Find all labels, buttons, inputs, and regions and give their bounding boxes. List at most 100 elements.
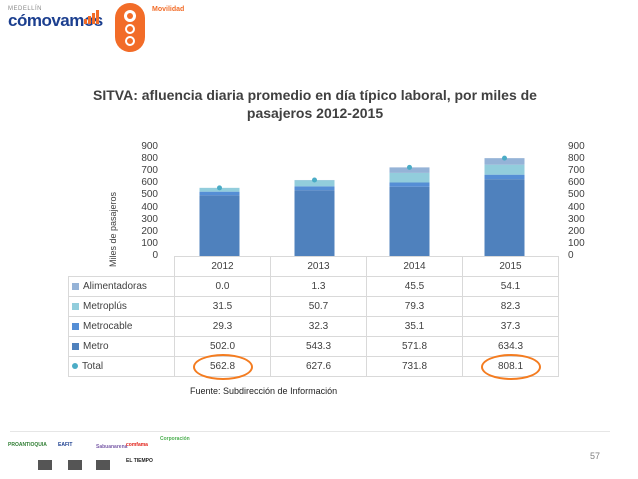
sponsor-logo: Sabuanarena: [96, 444, 128, 450]
x-axis-category-label: 2014: [366, 256, 463, 277]
y-tick-label-left: 600: [141, 177, 158, 189]
bar-segment-metropls-2014: [389, 172, 430, 183]
legend-entry: Metroplús: [68, 296, 175, 317]
legend-entry: Total: [68, 356, 175, 377]
data-label: 627.6: [270, 356, 367, 377]
y-tick-label-right: 600: [568, 177, 585, 189]
y-tick-label-left: 0: [152, 250, 158, 261]
data-label: 29.3: [174, 316, 271, 337]
total-marker-2014: [407, 164, 412, 170]
data-label: 50.7: [270, 296, 367, 317]
data-label: 82.3: [462, 296, 559, 317]
x-axis-category-label: 2013: [270, 256, 367, 277]
legend-label: Total: [82, 361, 104, 372]
legend-label: Metrocable: [83, 321, 133, 332]
logo-name: cómovamos: [8, 11, 103, 30]
bar-segment-metropls-2013: [294, 180, 335, 187]
data-label: 79.3: [366, 296, 463, 317]
data-label: 731.8: [366, 356, 463, 377]
y-tick-label-left: 500: [141, 189, 158, 201]
data-label: 31.5: [174, 296, 271, 317]
bar-segment-metropls-2015: [484, 164, 525, 175]
y-tick-label-left: 700: [141, 165, 158, 177]
y-tick-label-left: 100: [141, 237, 158, 249]
bar-segment-metro-2012: [199, 195, 240, 256]
highlight-circle: [192, 353, 253, 380]
data-label: 1.3: [270, 276, 367, 297]
bar-segment-alimentadoras-2015: [484, 158, 525, 165]
sponsor-logos: PROANTIOQUIA EAFIT Sabuanarena comfama Corpo…: [8, 436, 208, 476]
legend-entry: Metro: [68, 336, 175, 357]
bar-segment-alimentadoras-2014: [389, 167, 430, 173]
legend-label: Alimentadoras: [83, 281, 147, 292]
legend-swatch: [72, 342, 79, 350]
sponsor-logo: comfama: [126, 442, 148, 448]
total-marker-2013: [312, 177, 317, 183]
total-marker-2015: [502, 155, 507, 161]
y-tick-label-right: 800: [568, 153, 585, 165]
x-axis-category-label: 2015: [462, 256, 559, 277]
table-row: Alimentadoras 0.0 1.3 45.5 54.1: [68, 276, 559, 297]
traffic-light-icon: [115, 3, 145, 52]
table-row: Metro 502.0 543.3 571.8 634.3: [68, 336, 559, 357]
source-note: Fuente: Subdirección de Información: [190, 386, 338, 396]
data-label: 45.5: [366, 276, 463, 297]
sponsor-logo: EL TIEMPO: [126, 458, 153, 464]
total-marker-2012: [217, 185, 222, 191]
data-label: 543.3: [270, 336, 367, 357]
bar-segment-metrocable-2013: [294, 186, 335, 191]
legend-entry: Metrocable: [68, 316, 175, 337]
legend-label: Metro: [83, 341, 109, 352]
sponsor-logo: [96, 460, 110, 470]
data-label: 32.3: [270, 316, 367, 337]
sponsor-logo: Corporación: [160, 436, 190, 442]
footer-divider: [10, 431, 610, 432]
comovamos-logo: MEDELLÍN cómovamos: [8, 6, 103, 31]
y-tick-label-right: 700: [568, 165, 585, 177]
legend-swatch: [72, 282, 79, 290]
bar-segment-metrocable-2014: [389, 182, 430, 187]
data-label: 35.1: [366, 316, 463, 337]
bar-segment-metro-2015: [484, 179, 525, 256]
y-tick-label-left: 900: [141, 141, 158, 152]
y-tick-label-right: 100: [568, 237, 585, 249]
chart-title: SITVA: afluencia diaria promedio en día …: [93, 87, 537, 121]
y-tick-label-left: 800: [141, 153, 158, 165]
logo-bars-icon: [84, 10, 100, 24]
legend-label: Metroplús: [83, 301, 127, 312]
x-axis-category-label: 2012: [174, 256, 271, 277]
bar-segment-metrocable-2015: [484, 174, 525, 180]
table-corner: [68, 256, 175, 277]
bar-segment-metro-2014: [389, 186, 430, 256]
y-tick-label-left: 400: [141, 201, 158, 213]
data-label: 54.1: [462, 276, 559, 297]
legend-swatch: [72, 363, 78, 370]
legend-swatch: [72, 302, 79, 310]
logo-city: MEDELLÍN: [8, 6, 43, 12]
data-label: 571.8: [366, 336, 463, 357]
bar-segment-metro-2013: [294, 190, 335, 256]
sponsor-logo: [38, 460, 52, 470]
data-label: 0.0: [174, 276, 271, 297]
sponsor-logo: PROANTIOQUIA: [8, 442, 47, 448]
y-tick-label-right: 500: [568, 189, 585, 201]
bar-segment-metrocable-2012: [199, 191, 240, 196]
sponsor-logo: EAFIT: [58, 442, 73, 448]
y-tick-label-right: 900: [568, 141, 585, 152]
y-tick-label-left: 300: [141, 213, 158, 225]
y-tick-label-right: 0: [568, 250, 574, 261]
section-badge-label: Movilidad: [152, 6, 185, 13]
table-row: Metroplús 31.5 50.7 79.3 82.3: [68, 296, 559, 317]
page-number: 57: [590, 451, 601, 461]
sponsor-logo: [68, 460, 82, 470]
legend-swatch: [72, 322, 79, 330]
table-header-row: 2012 2013 2014 2015: [68, 256, 559, 277]
table-row: Metrocable 29.3 32.3 35.1 37.3: [68, 316, 559, 337]
y-tick-label-right: 200: [568, 225, 585, 237]
y-tick-label-right: 400: [568, 201, 585, 213]
data-label: 37.3: [462, 316, 559, 337]
legend-entry: Alimentadoras: [68, 276, 175, 297]
y-tick-label-right: 300: [568, 213, 585, 225]
y-tick-label-left: 200: [141, 225, 158, 237]
